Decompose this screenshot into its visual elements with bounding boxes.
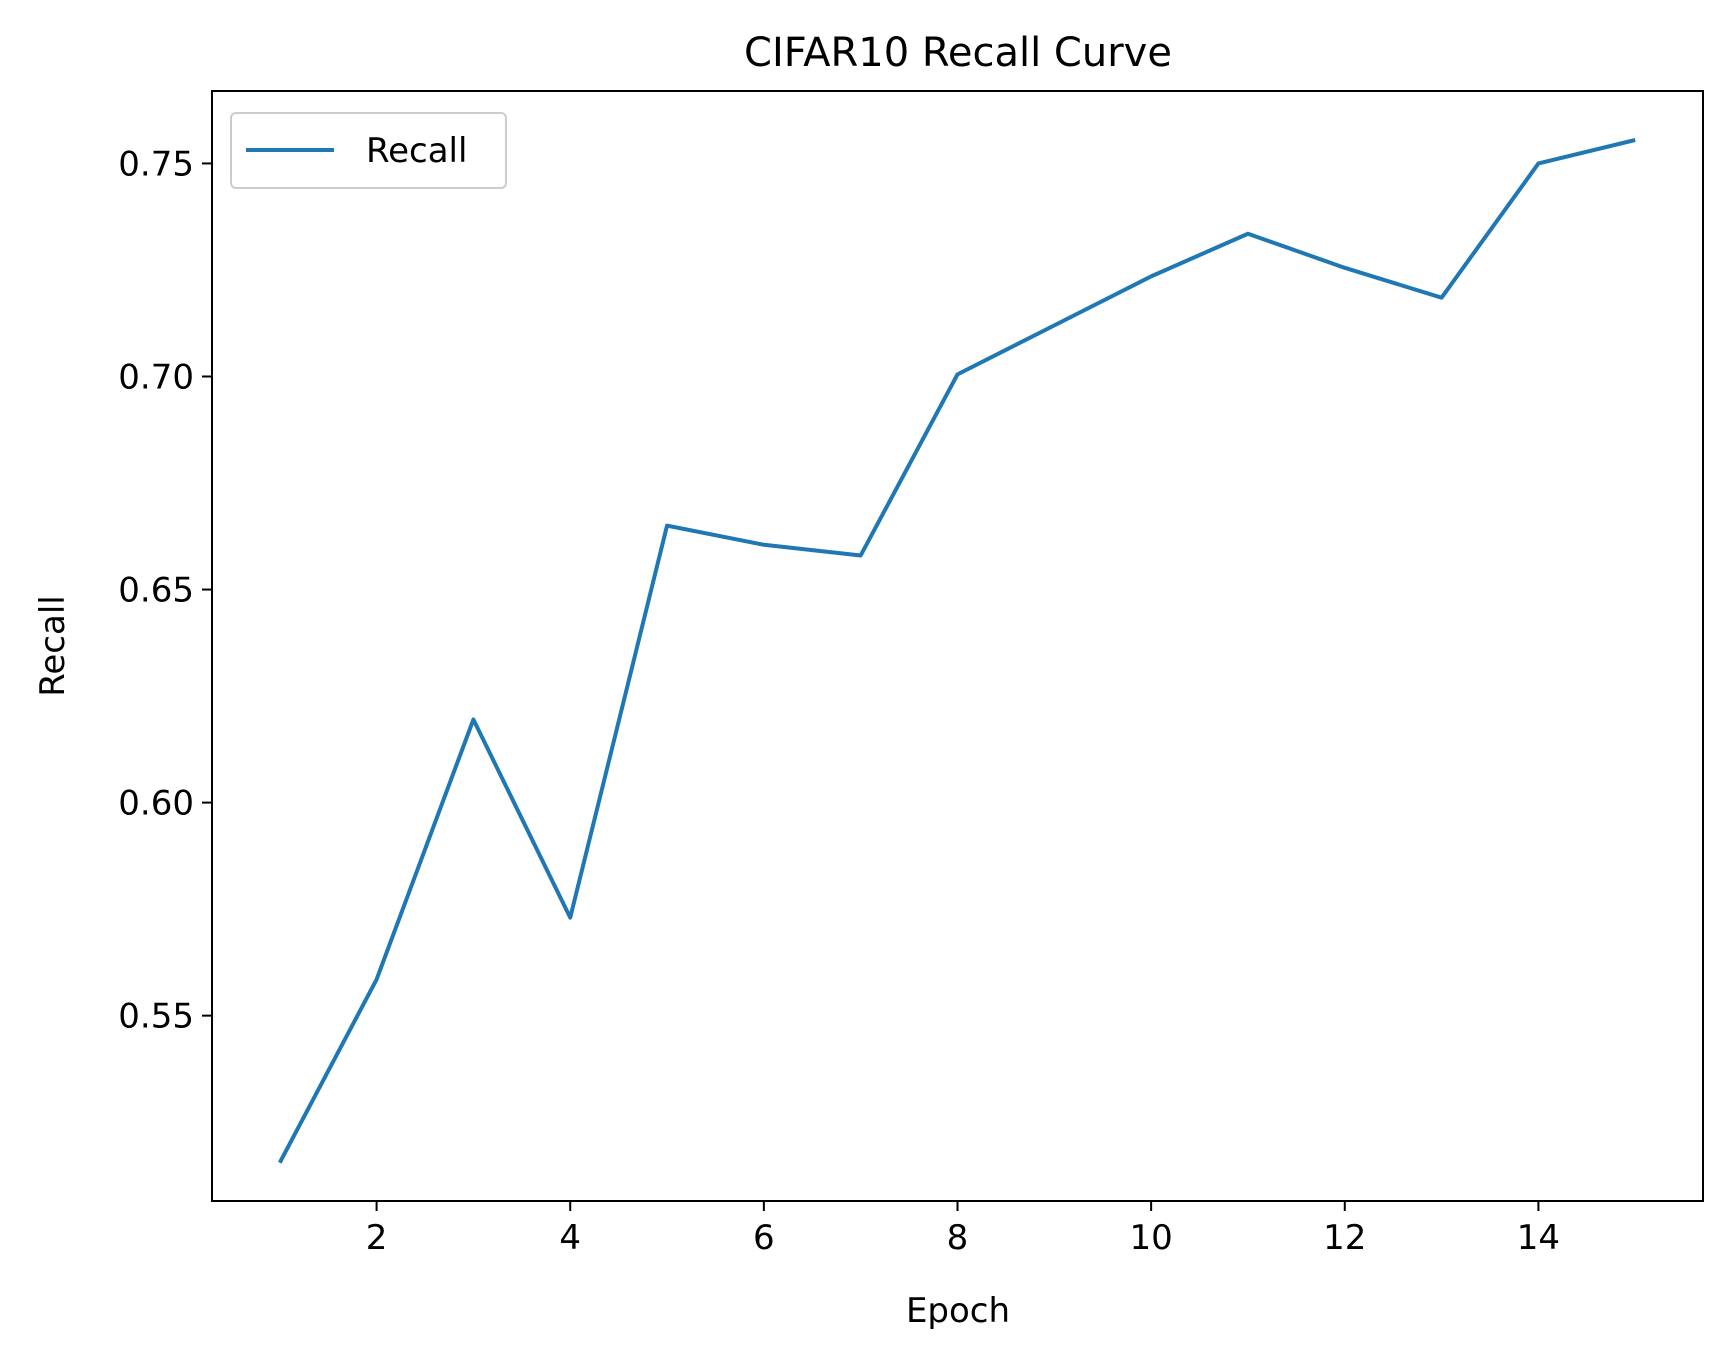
y-axis: 0.55 0.60 0.65 0.70 0.75 [118, 144, 212, 1037]
data-point [1247, 233, 1248, 234]
x-tick-label: 2 [366, 1218, 388, 1258]
data-point [1344, 267, 1345, 268]
data-point [1151, 276, 1152, 277]
y-axis-label: Recall [33, 595, 73, 696]
axes-frame [211, 90, 1704, 1202]
y-tick-label: 0.65 [118, 571, 194, 611]
data-point [279, 1162, 280, 1163]
series-layer [278, 138, 1636, 1164]
data-point [957, 374, 958, 375]
data-point [570, 917, 571, 918]
legend: Recall [230, 112, 507, 189]
data-point [763, 544, 764, 545]
data-point [376, 979, 377, 980]
legend-entry-label: Recall [366, 131, 467, 171]
series-line-recall [278, 138, 1636, 1164]
data-point [1054, 325, 1055, 326]
x-tick-label: 12 [1323, 1218, 1366, 1258]
x-tick-label: 4 [559, 1218, 581, 1258]
x-tick-label: 14 [1517, 1218, 1560, 1258]
x-axis-label: Epoch [906, 1291, 1010, 1331]
data-point [473, 719, 474, 720]
data-point [667, 525, 668, 526]
data-point [1538, 163, 1539, 164]
y-tick-label: 0.55 [118, 997, 194, 1037]
legend-box [230, 112, 507, 189]
y-tick-label: 0.70 [118, 357, 194, 397]
data-point [1441, 297, 1442, 298]
x-tick-label: 10 [1130, 1218, 1173, 1258]
x-axis: 2 4 6 8 10 12 14 [366, 1201, 1560, 1258]
y-tick-label: 0.60 [118, 784, 194, 824]
plot-area [211, 90, 1704, 1202]
chart-title: CIFAR10 Recall Curve [744, 30, 1172, 76]
y-tick-label: 0.75 [118, 144, 194, 184]
x-tick-label: 6 [753, 1218, 775, 1258]
data-point [860, 555, 861, 556]
x-tick-label: 8 [947, 1218, 969, 1258]
data-point [1635, 140, 1636, 141]
